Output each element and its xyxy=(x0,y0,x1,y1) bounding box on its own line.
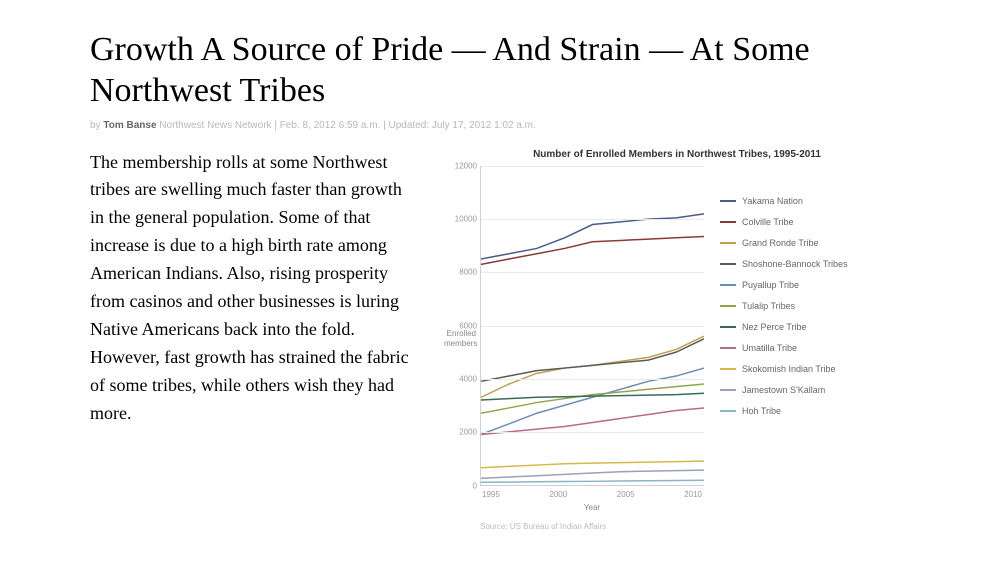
chart-legend-swatch xyxy=(720,347,736,349)
chart-legend-label: Jamestown S'Kallam xyxy=(742,385,825,395)
chart-gridline xyxy=(481,432,704,433)
chart-legend-swatch xyxy=(720,305,736,307)
chart-legend-swatch xyxy=(720,389,736,391)
content: The membership rolls at some Northwest t… xyxy=(90,149,910,531)
chart: Number of Enrolled Members in Northwest … xyxy=(444,149,910,531)
chart-legend-item: Shoshone-Bannock Tribes xyxy=(720,259,848,269)
chart-y-tick: 10000 xyxy=(455,214,477,223)
chart-series-line xyxy=(481,480,704,482)
chart-legend-label: Grand Ronde Tribe xyxy=(742,238,819,248)
byline-meta: Northwest News Network | Feb. 8, 2012 6:… xyxy=(157,120,536,131)
chart-legend-item: Tulalip Tribes xyxy=(720,301,848,311)
byline-author[interactable]: Tom Banse xyxy=(103,120,156,131)
chart-legend-item: Nez Perce Tribe xyxy=(720,322,848,332)
chart-series-line xyxy=(481,470,704,478)
chart-legend-swatch xyxy=(720,200,736,202)
chart-x-tick: 2000 xyxy=(549,490,567,499)
chart-series-line xyxy=(481,236,704,264)
chart-y-tick: 6000 xyxy=(459,321,477,330)
chart-series-line xyxy=(481,368,704,434)
page-title: Growth A Source of Pride — And Strain — … xyxy=(90,30,910,112)
chart-title: Number of Enrolled Members in Northwest … xyxy=(444,149,910,160)
chart-series-line xyxy=(481,338,704,381)
chart-legend-item: Jamestown S'Kallam xyxy=(720,385,848,395)
chart-legend-swatch xyxy=(720,284,736,286)
chart-legend-label: Skokomish Indian Tribe xyxy=(742,364,836,374)
chart-legend-label: Tulalip Tribes xyxy=(742,301,795,311)
chart-legend-label: Hoh Tribe xyxy=(742,406,781,416)
chart-legend-label: Shoshone-Bannock Tribes xyxy=(742,259,848,269)
chart-legend-item: Grand Ronde Tribe xyxy=(720,238,848,248)
chart-plot-area: 020004000600080001000012000 xyxy=(480,166,704,486)
chart-y-tick: 2000 xyxy=(459,428,477,437)
chart-y-tick: 0 xyxy=(473,481,477,490)
chart-x-axis-label: Year xyxy=(480,503,704,512)
chart-legend: Yakama Nation Colville Tribe Grand Ronde T… xyxy=(704,166,848,512)
chart-legend-item: Colville Tribe xyxy=(720,217,848,227)
article-body: The membership rolls at some Northwest t… xyxy=(90,149,420,531)
chart-legend-item: Skokomish Indian Tribe xyxy=(720,364,848,374)
chart-legend-label: Umatilla Tribe xyxy=(742,343,797,353)
chart-series-line xyxy=(481,461,704,468)
chart-x-ticks: 1995 2000 2005 2010 xyxy=(480,490,704,499)
chart-series-line xyxy=(481,213,704,258)
chart-gridline xyxy=(481,166,704,167)
chart-legend-swatch xyxy=(720,368,736,370)
chart-legend-item: Yakama Nation xyxy=(720,196,848,206)
chart-legend-label: Puyallup Tribe xyxy=(742,280,799,290)
chart-legend-label: Colville Tribe xyxy=(742,217,794,227)
chart-x-tick: 2010 xyxy=(684,490,702,499)
chart-legend-swatch xyxy=(720,326,736,328)
chart-legend-label: Nez Perce Tribe xyxy=(742,322,807,332)
chart-legend-swatch xyxy=(720,410,736,412)
chart-y-tick: 4000 xyxy=(459,374,477,383)
byline-by: by xyxy=(90,120,101,131)
chart-x-tick: 2005 xyxy=(617,490,635,499)
chart-y-tick: 12000 xyxy=(455,161,477,170)
chart-legend-item: Puyallup Tribe xyxy=(720,280,848,290)
chart-legend-swatch xyxy=(720,221,736,223)
byline: by Tom Banse Northwest News Network | Fe… xyxy=(90,120,910,131)
chart-gridline xyxy=(481,326,704,327)
chart-legend-item: Hoh Tribe xyxy=(720,406,848,416)
chart-source: Source: US Bureau of Indian Affairs xyxy=(480,522,910,531)
chart-gridline xyxy=(481,219,704,220)
chart-x-tick: 1995 xyxy=(482,490,500,499)
chart-legend-swatch xyxy=(720,263,736,265)
chart-legend-item: Umatilla Tribe xyxy=(720,343,848,353)
chart-gridline xyxy=(481,379,704,380)
chart-y-axis-label: Enrolled members xyxy=(444,329,480,348)
chart-series-line xyxy=(481,336,704,397)
chart-legend-label: Yakama Nation xyxy=(742,196,803,206)
chart-y-tick: 8000 xyxy=(459,268,477,277)
chart-legend-swatch xyxy=(720,242,736,244)
chart-gridline xyxy=(481,272,704,273)
